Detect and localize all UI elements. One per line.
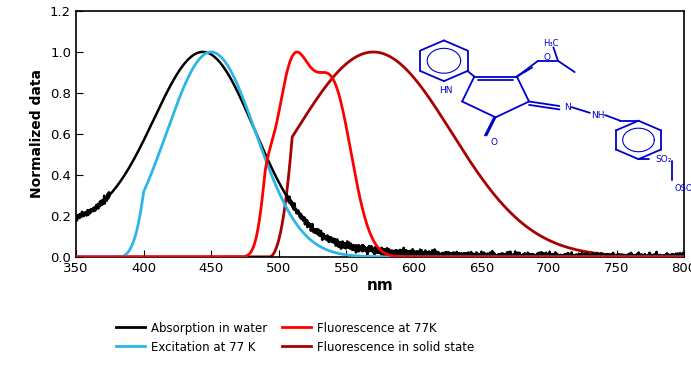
X-axis label: nm: nm: [367, 277, 393, 292]
Y-axis label: Normalized data: Normalized data: [30, 69, 44, 199]
Legend: Absorption in water, Excitation at 77 K, Fluorescence at 77K, Fluorescence in so: Absorption in water, Excitation at 77 K,…: [111, 317, 479, 358]
